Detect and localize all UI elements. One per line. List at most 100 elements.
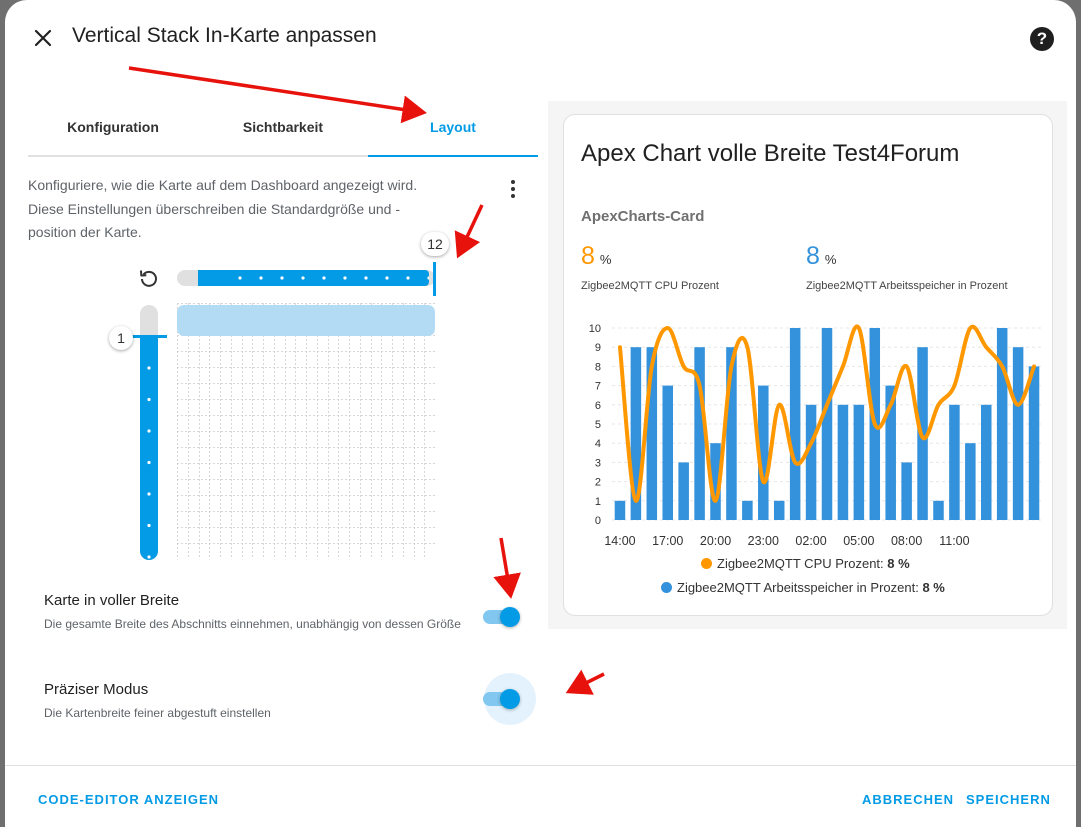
full-width-title: Karte in voller Breite <box>44 592 180 609</box>
height-step-dot <box>147 429 151 433</box>
y-tick-label: 4 <box>595 438 601 450</box>
save-button[interactable]: SPEICHERN <box>966 792 1051 807</box>
bar <box>1028 366 1040 520</box>
bar <box>901 462 912 520</box>
apex-chart[interactable]: 0 1 2 3 4 5 6 7 8 9 10 14:00 17:00 20:00 23:00 02:00 05:… <box>570 315 1045 555</box>
x-tick-label: 17:00 <box>652 534 683 548</box>
cpu-stat: 8% <box>581 242 611 271</box>
height-slider-fill <box>140 338 158 560</box>
y-tick-label: 0 <box>595 515 601 527</box>
bar <box>789 328 801 520</box>
dialog: Vertical Stack In-Karte anpassen ? Konfi… <box>5 0 1076 827</box>
bar <box>821 328 833 520</box>
y-tick-label: 6 <box>595 400 601 412</box>
height-value-badge: 1 <box>109 326 133 350</box>
width-slider-fill <box>198 270 431 286</box>
width-step-dot <box>364 276 368 280</box>
layout-grid[interactable] <box>177 303 436 560</box>
height-slider-thumb[interactable] <box>131 335 167 338</box>
precise-mode-description: Die Kartenbreite feiner abgestuft einste… <box>44 706 271 720</box>
legend-cpu-dot <box>701 558 712 569</box>
bar <box>710 443 721 520</box>
bar <box>837 404 849 520</box>
grid-selection[interactable] <box>177 305 435 336</box>
tab-sichtbarkeit[interactable]: Sichtbarkeit <box>242 119 324 135</box>
bar <box>742 500 753 520</box>
height-step-dot <box>147 366 151 370</box>
y-tick-label: 3 <box>595 457 601 469</box>
height-step-dot <box>147 492 151 496</box>
bar <box>694 347 705 520</box>
bar <box>726 347 737 520</box>
width-step-dot <box>385 276 389 280</box>
legend-cpu-value: 8 % <box>887 556 910 571</box>
legend-cpu[interactable]: Zigbee2MQTT CPU Prozent: 8 % <box>701 556 910 571</box>
dialog-title: Vertical Stack In-Karte anpassen <box>72 24 377 47</box>
y-tick-label: 2 <box>595 477 601 489</box>
x-tick-label: 20:00 <box>700 534 731 548</box>
bar <box>933 500 944 520</box>
bar <box>981 404 992 520</box>
bar <box>949 404 960 520</box>
bar <box>996 328 1008 520</box>
code-editor-button[interactable]: CODE-EDITOR ANZEIGEN <box>38 792 220 807</box>
precise-mode-title: Präziser Modus <box>44 681 149 698</box>
help-icon[interactable]: ? <box>1030 27 1054 51</box>
height-step-dot <box>147 397 151 402</box>
width-slider-thumb[interactable] <box>433 262 436 296</box>
width-step-dot <box>406 276 410 280</box>
bar <box>662 385 673 520</box>
cpu-line <box>617 324 1037 503</box>
cpu-stat-value: 8 <box>581 242 595 270</box>
card-subtitle: ApexCharts-Card <box>581 208 705 225</box>
tab-konfiguration[interactable]: Konfiguration <box>67 119 159 135</box>
bar <box>758 385 769 520</box>
width-step-dot <box>259 276 263 280</box>
tab-layout[interactable]: Layout <box>368 100 538 157</box>
bar <box>965 443 976 520</box>
y-tick-label: 1 <box>595 496 601 508</box>
card-title: Apex Chart volle Breite Test4Forum <box>581 140 960 167</box>
height-step-dot <box>147 555 151 559</box>
width-step-dot <box>322 276 326 280</box>
x-tick-label: 02:00 <box>795 534 826 548</box>
cpu-stat-label: Zigbee2MQTT CPU Prozent <box>581 280 719 292</box>
bar <box>630 347 642 520</box>
height-step-dot <box>147 523 151 528</box>
cancel-button[interactable]: ABBRECHEN <box>862 792 955 807</box>
dialog-footer: CODE-EDITOR ANZEIGEN ABBRECHEN SPEICHERN <box>5 765 1076 827</box>
y-tick-label: 8 <box>595 361 601 373</box>
width-step-dot <box>343 276 347 280</box>
dots-vertical-icon[interactable] <box>503 178 523 200</box>
bar <box>614 500 626 520</box>
bar <box>646 347 658 520</box>
close-icon[interactable] <box>29 24 57 52</box>
cpu-stat-unit: % <box>599 252 612 267</box>
layout-description: Konfiguriere, wie die Karte auf dem Dash… <box>28 177 418 240</box>
legend-ram-value: 8 % <box>922 580 945 595</box>
height-step-dot <box>147 460 151 465</box>
bar <box>805 404 817 520</box>
bar <box>853 404 865 520</box>
x-tick-label: 08:00 <box>891 534 922 548</box>
width-step-dot <box>280 276 284 280</box>
bar <box>885 385 896 520</box>
width-step-dot <box>427 276 431 280</box>
legend-cpu-name: Zigbee2MQTT CPU Prozent: <box>717 556 884 571</box>
restore-icon[interactable] <box>137 266 161 290</box>
width-value-badge: 12 <box>421 232 449 256</box>
width-step-dot <box>238 276 242 280</box>
full-width-toggle-thumb[interactable] <box>500 607 520 627</box>
width-step-dot <box>301 276 305 280</box>
tab-bar: Konfiguration Sichtbarkeit Layout <box>28 100 538 157</box>
legend-ram-name: Zigbee2MQTT Arbeitsspeicher in Prozent: <box>677 580 919 595</box>
ram-stat: 8% <box>806 242 836 271</box>
x-tick-label: 23:00 <box>748 534 779 548</box>
y-tick-label: 5 <box>595 419 601 431</box>
legend-ram[interactable]: Zigbee2MQTT Arbeitsspeicher in Prozent: … <box>661 580 945 595</box>
precise-mode-toggle-thumb[interactable] <box>500 689 520 709</box>
ram-stat-unit: % <box>824 252 837 267</box>
x-tick-label: 14:00 <box>604 534 635 548</box>
bar <box>1012 347 1024 520</box>
x-tick-label: 05:00 <box>843 534 874 548</box>
